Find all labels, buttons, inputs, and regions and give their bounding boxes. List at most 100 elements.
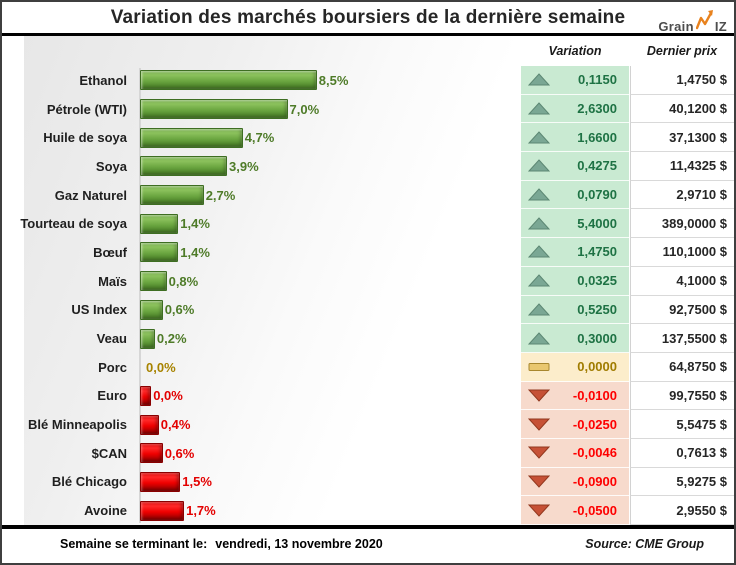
variation-cell: -0,0900 bbox=[521, 467, 629, 497]
bar-area: 7,0% bbox=[134, 95, 521, 124]
market-label: Veau bbox=[96, 331, 127, 347]
variation-value: 5,4000 bbox=[577, 215, 617, 231]
variation-bar bbox=[140, 443, 163, 464]
market-label: Euro bbox=[97, 388, 127, 404]
trend-up-icon bbox=[528, 102, 550, 115]
market-label: Huile de soya bbox=[43, 130, 127, 146]
bar-value-label: 2,7% bbox=[205, 187, 236, 203]
variation-bar bbox=[140, 242, 179, 263]
bar-value-label: 0,8% bbox=[168, 273, 199, 289]
price-cell: 99,7550 $ bbox=[630, 381, 734, 411]
variation-bar bbox=[140, 299, 163, 320]
variation-bar bbox=[140, 185, 204, 206]
trend-up-icon bbox=[528, 217, 550, 230]
variation-cell: 5,4000 bbox=[521, 209, 629, 239]
bar-value-label: 0,6% bbox=[164, 445, 195, 461]
variation-value: -0,0046 bbox=[572, 445, 617, 461]
variation-bar bbox=[140, 70, 317, 91]
variation-cell: 1,6600 bbox=[521, 123, 629, 153]
variation-cell: -0,0250 bbox=[521, 410, 629, 439]
bar-area: 3,9% bbox=[134, 152, 521, 181]
bar-area: 1,7% bbox=[134, 496, 521, 525]
bar-value-label: 0,0% bbox=[153, 388, 183, 404]
market-label: Porc bbox=[98, 359, 127, 375]
bar-area: 0,4% bbox=[134, 410, 521, 439]
variation-value: -0,0100 bbox=[572, 387, 617, 403]
price-cell: 0,7613 $ bbox=[630, 438, 734, 468]
price-cell: 11,4325 $ bbox=[630, 152, 734, 181]
market-row: Tourteau de soya 1,4% 5,4000 389,0000 $ bbox=[2, 209, 734, 239]
market-label: Maïs bbox=[98, 273, 127, 289]
variation-cell: 1,4750 bbox=[521, 238, 629, 267]
variation-value: 0,0000 bbox=[577, 359, 617, 375]
last-price-column-header: Dernier prix bbox=[646, 44, 718, 58]
trend-up-icon bbox=[528, 130, 550, 144]
variation-value: 1,4750 bbox=[577, 244, 617, 260]
market-label: Pétrole (WTI) bbox=[46, 101, 127, 117]
variation-cell: 0,0000 bbox=[521, 352, 629, 382]
bar-value-label: 3,9% bbox=[229, 158, 259, 174]
price-cell: 2,9710 $ bbox=[630, 180, 734, 210]
variation-bar bbox=[140, 385, 152, 406]
market-row: Blé Minneapolis 0,4% -0,0250 5,5475 $ bbox=[2, 410, 734, 439]
market-row: Soya 3,9% 0,4275 11,4325 $ bbox=[2, 152, 734, 181]
market-label: Soya bbox=[95, 158, 127, 174]
bar-value-label: 0,0% bbox=[146, 359, 176, 375]
price-cell: 37,1300 $ bbox=[630, 123, 734, 153]
market-row: Bœuf 1,4% 1,4750 110,1000 $ bbox=[2, 238, 734, 267]
trend-down-icon bbox=[528, 475, 550, 488]
footer: Semaine se terminant le: vendredi, 13 nov… bbox=[2, 525, 734, 558]
logo-chart-w-icon bbox=[694, 9, 715, 33]
market-label: Tourteau de soya bbox=[20, 216, 127, 232]
market-label: Avoine bbox=[84, 503, 127, 519]
trend-down-icon bbox=[528, 504, 550, 517]
bar-area: 0,6% bbox=[134, 296, 521, 325]
variation-cell: 0,4275 bbox=[521, 152, 629, 181]
market-label: Gaz Naturel bbox=[54, 187, 127, 203]
trend-up-icon bbox=[528, 245, 550, 258]
bar-area: 8,5% bbox=[134, 66, 521, 95]
market-row: $CAN 0,6% -0,0046 0,7613 $ bbox=[2, 438, 734, 468]
variation-cell: 2,6300 bbox=[521, 94, 629, 124]
price-cell: 1,4750 $ bbox=[630, 66, 734, 95]
price-cell: 92,7500 $ bbox=[630, 295, 734, 325]
market-label: Bœuf bbox=[93, 244, 127, 260]
variation-bar bbox=[140, 328, 155, 349]
variation-value: -0,0250 bbox=[572, 416, 617, 432]
source-label: Source: CME Group bbox=[585, 536, 704, 551]
market-row: Blé Chicago 1,5% -0,0900 5,9275 $ bbox=[2, 467, 734, 497]
variation-cell: 0,5250 bbox=[521, 295, 629, 325]
variation-value: -0,0500 bbox=[572, 502, 617, 518]
variation-bar bbox=[140, 471, 181, 492]
bar-area: 0,0% bbox=[134, 353, 521, 382]
week-ending-date: vendredi, 13 novembre 2020 bbox=[215, 536, 383, 551]
variation-value: 2,6300 bbox=[577, 101, 617, 117]
grainwiz-logo: Grain IZ bbox=[658, 9, 727, 33]
price-cell: 137,5500 $ bbox=[630, 324, 734, 353]
price-cell: 5,9275 $ bbox=[630, 467, 734, 497]
trend-down-icon bbox=[528, 389, 550, 402]
bar-value-label: 1,4% bbox=[180, 216, 210, 232]
variation-value: 0,5250 bbox=[577, 301, 617, 317]
market-row: US Index 0,6% 0,5250 92,7500 $ bbox=[2, 295, 734, 325]
bar-value-label: 0,2% bbox=[156, 331, 187, 347]
market-row: Gaz Naturel 2,7% 0,0790 2,9710 $ bbox=[2, 180, 734, 210]
variation-cell: -0,0100 bbox=[521, 381, 629, 411]
market-row: Maïs 0,8% 0,0325 4,1000 $ bbox=[2, 266, 734, 296]
bar-value-label: 1,7% bbox=[186, 503, 216, 519]
variation-value: 0,0325 bbox=[577, 273, 617, 289]
trend-up-icon bbox=[528, 274, 550, 287]
bar-value-label: 1,5% bbox=[182, 474, 212, 490]
variation-value: 0,1150 bbox=[577, 72, 617, 88]
variation-bar bbox=[140, 99, 288, 120]
variation-bar bbox=[140, 414, 159, 435]
variation-cell: 0,3000 bbox=[521, 324, 629, 353]
variation-value: 0,3000 bbox=[577, 330, 617, 346]
market-row: Veau 0,2% 0,3000 137,5500 $ bbox=[2, 324, 734, 353]
variation-cell: 0,0325 bbox=[521, 266, 629, 296]
bar-value-label: 1,4% bbox=[180, 244, 210, 260]
market-row: Porc 0,0% 0,0000 64,8750 $ bbox=[2, 352, 734, 382]
price-cell: 64,8750 $ bbox=[630, 352, 734, 382]
market-label: Ethanol bbox=[79, 72, 127, 88]
